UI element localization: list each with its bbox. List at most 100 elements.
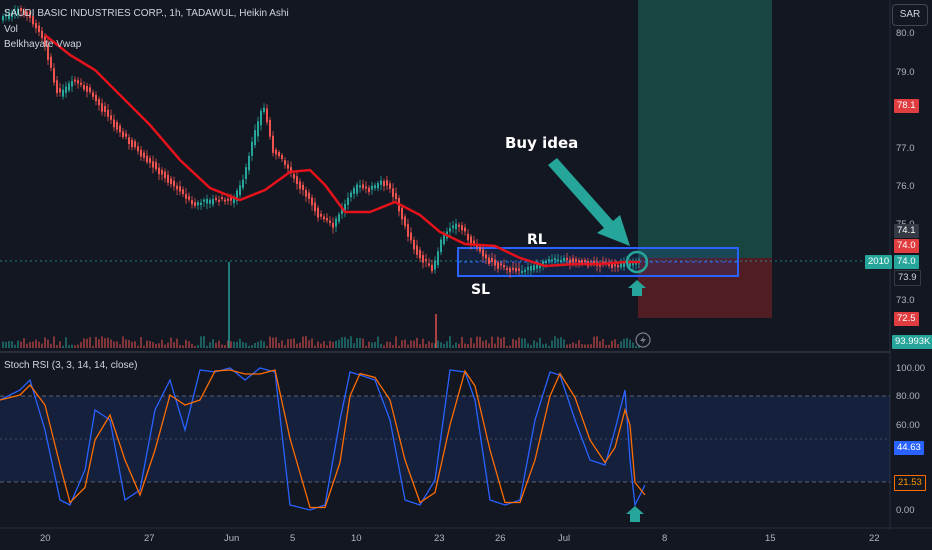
vwap-legend[interactable]: Belkhayate Vwap <box>4 39 82 50</box>
volume-bar <box>68 345 70 348</box>
candle-body <box>428 263 430 266</box>
candle-body <box>482 249 484 257</box>
candle-body <box>329 220 331 223</box>
volume-bar <box>170 337 172 348</box>
price-tick: 77.0 <box>896 143 915 154</box>
volume-bar <box>488 343 490 348</box>
stoch-legend[interactable]: Stoch RSI (3, 3, 14, 14, close) <box>4 360 138 371</box>
volume-bar <box>596 336 598 348</box>
volume-bar <box>185 339 187 348</box>
low-price-tag: 73.9 <box>894 270 921 286</box>
volume-bar <box>290 338 292 348</box>
volume-bar <box>167 342 169 348</box>
time-label: 20 <box>40 533 51 544</box>
volume-bar <box>155 343 157 348</box>
candle-body <box>233 197 235 204</box>
volume-bar <box>344 336 346 348</box>
candle-body <box>422 255 424 263</box>
entry-circle <box>625 250 649 274</box>
buy-idea-arrow <box>548 158 630 246</box>
volume-bar <box>566 344 568 348</box>
volume-bar <box>44 337 46 348</box>
candle-body <box>401 207 403 220</box>
countdown-tag: 2010 <box>865 255 893 269</box>
volume-bar <box>512 338 514 348</box>
level-price-tag: 74.0 <box>894 239 919 253</box>
volume-bar <box>278 343 280 348</box>
candle-body <box>497 262 499 269</box>
volume-legend[interactable]: Vol <box>4 24 18 35</box>
candle-body <box>131 139 133 147</box>
volume-bar <box>134 341 136 348</box>
candle-body <box>239 185 241 196</box>
current-price-tag: 74.0 <box>894 255 919 269</box>
volume-bar <box>53 336 55 348</box>
volume-bar <box>230 341 232 348</box>
volume-bar <box>371 342 373 348</box>
candle-body <box>515 267 517 272</box>
time-label: 8 <box>662 533 668 544</box>
volume-bar <box>599 341 601 348</box>
candle-body <box>368 187 370 193</box>
currency-button[interactable]: SAR <box>892 4 928 26</box>
volume-bar <box>446 341 448 348</box>
candle-body <box>290 167 292 173</box>
target-zone <box>638 0 772 258</box>
volume-bar <box>302 336 304 348</box>
volume-bar <box>26 343 28 348</box>
volume-bar <box>158 343 160 348</box>
volume-bar <box>374 342 376 348</box>
candle-body <box>65 86 67 94</box>
candle-body <box>464 227 466 232</box>
candle-body <box>179 186 181 192</box>
candle-body <box>2 16 4 21</box>
volume-bar <box>350 336 352 348</box>
volume-bar <box>269 336 271 348</box>
volume-bar <box>617 344 619 348</box>
volume-spike <box>228 262 230 348</box>
stoch-tick: 100.00 <box>896 363 926 374</box>
candle-body <box>275 149 277 155</box>
volume-bar <box>224 344 226 348</box>
candle-body <box>563 257 565 262</box>
volume-bar <box>524 338 526 348</box>
stoch-d-tag: 21.53 <box>894 475 926 491</box>
volume-bar <box>23 338 25 348</box>
candle-body <box>623 261 625 268</box>
volume-bar <box>611 340 613 348</box>
volume-bar <box>173 342 175 348</box>
volume-bar <box>95 336 97 348</box>
candle-body <box>344 203 346 213</box>
candle-body <box>266 108 268 123</box>
candle-body <box>197 202 199 206</box>
volume-bar <box>470 337 472 348</box>
candle-body <box>404 216 406 227</box>
volume-bar <box>437 340 439 348</box>
volume-bar <box>305 336 307 348</box>
volume-bar <box>572 342 574 348</box>
candle-body <box>503 265 505 268</box>
candle-body <box>77 80 79 84</box>
candle-body <box>248 155 250 171</box>
symbol-legend[interactable]: SAUDI BASIC INDUSTRIES CORP., 1h, TADAWU… <box>4 8 289 19</box>
volume-bar <box>107 337 109 348</box>
volume-bar <box>509 345 511 348</box>
candle-body <box>317 207 319 218</box>
volume-bar <box>401 340 403 348</box>
time-label: 10 <box>351 533 362 544</box>
volume-bar <box>164 344 166 348</box>
volume-bar <box>266 345 268 348</box>
volume-bar <box>65 337 67 348</box>
volume-bar <box>557 338 559 348</box>
volume-bar <box>203 336 205 348</box>
candle-body <box>443 233 445 244</box>
candle-body <box>242 179 244 188</box>
volume-bar <box>368 341 370 348</box>
volume-bar <box>623 338 625 348</box>
candle-body <box>467 233 469 241</box>
volume-bar <box>206 345 208 348</box>
candle-body <box>134 141 136 148</box>
volume-bar <box>149 341 151 348</box>
volume-bar <box>440 342 442 348</box>
